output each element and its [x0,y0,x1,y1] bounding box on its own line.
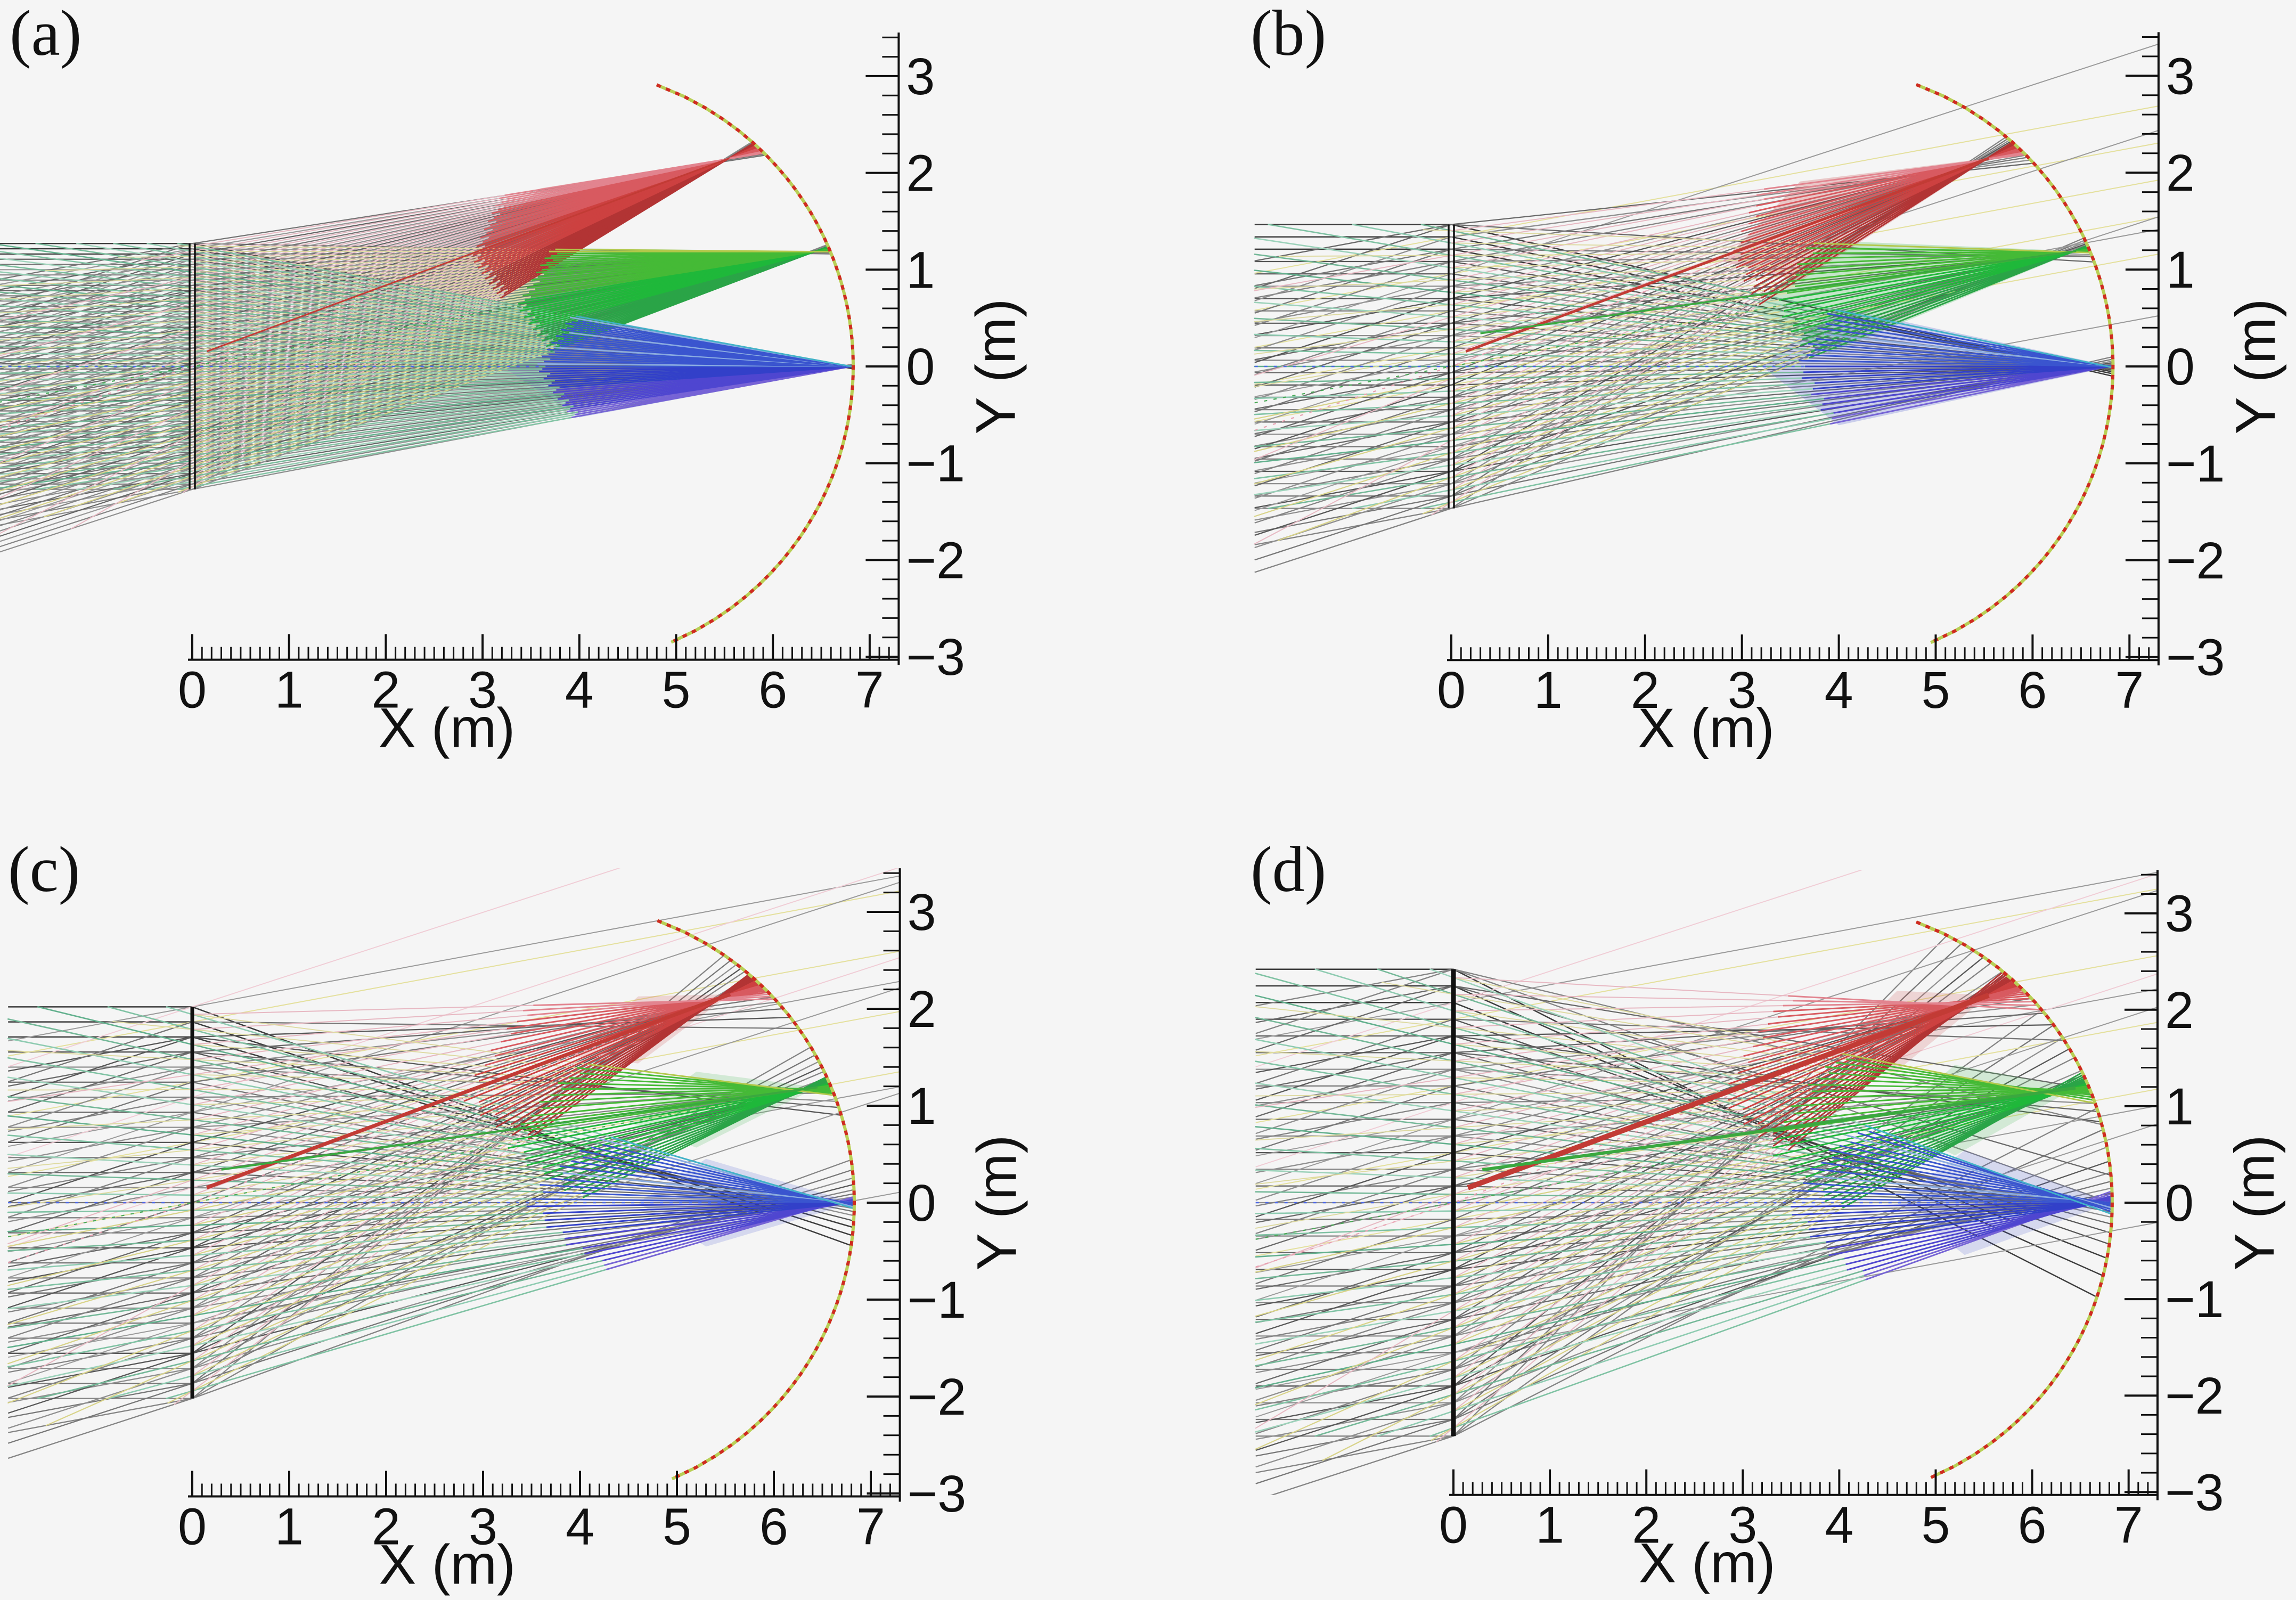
svg-text:−2: −2 [908,1368,967,1426]
svg-text:3: 3 [468,661,497,719]
svg-text:0: 0 [908,1174,936,1232]
svg-text:0: 0 [178,1498,207,1556]
svg-text:2: 2 [908,980,936,1038]
svg-text:3: 3 [906,47,935,105]
svg-text:(b): (b) [1251,0,1326,69]
svg-text:2: 2 [2166,144,2195,202]
svg-text:2: 2 [372,1498,401,1556]
svg-text:2: 2 [2165,981,2194,1039]
svg-text:1: 1 [2165,1077,2194,1136]
svg-text:3: 3 [1728,661,1756,719]
svg-text:0: 0 [2166,338,2195,396]
svg-text:1: 1 [908,1077,936,1135]
svg-text:5: 5 [662,661,691,719]
svg-text:X (m): X (m) [1639,1532,1776,1595]
svg-text:−3: −3 [2165,1463,2224,1521]
svg-text:Y (m): Y (m) [2225,299,2287,435]
svg-text:1: 1 [1535,1496,1564,1554]
svg-text:0: 0 [1437,661,1466,719]
svg-text:6: 6 [2018,661,2047,719]
svg-text:Y (m): Y (m) [2224,1135,2286,1271]
svg-text:5: 5 [1922,661,1950,719]
svg-text:4: 4 [565,661,594,719]
svg-text:6: 6 [759,1498,788,1556]
svg-text:(c): (c) [8,834,80,905]
svg-text:Y (m): Y (m) [965,299,1027,435]
svg-text:4: 4 [566,1498,594,1556]
svg-text:0: 0 [1439,1496,1468,1554]
svg-text:7: 7 [2114,1496,2143,1554]
svg-text:(d): (d) [1251,834,1326,905]
svg-text:5: 5 [1922,1496,1950,1554]
svg-text:3: 3 [1728,1496,1757,1554]
svg-text:7: 7 [855,661,884,719]
svg-text:−1: −1 [2165,1270,2224,1328]
svg-text:3: 3 [908,883,936,941]
svg-text:1: 1 [275,661,304,719]
svg-text:−2: −2 [2166,532,2225,590]
svg-text:6: 6 [2018,1496,2047,1554]
svg-text:0: 0 [2165,1174,2194,1232]
svg-text:−3: −3 [2166,628,2225,687]
svg-text:1: 1 [906,241,935,299]
svg-text:0: 0 [906,338,935,396]
svg-text:Y (m): Y (m) [966,1135,1028,1271]
svg-text:−3: −3 [906,628,965,686]
svg-text:5: 5 [663,1498,691,1556]
svg-text:6: 6 [758,661,787,719]
svg-text:4: 4 [1825,661,1853,719]
svg-text:2: 2 [371,661,400,719]
svg-text:2: 2 [1631,661,1660,719]
svg-text:3: 3 [469,1498,497,1556]
svg-text:2: 2 [906,144,935,202]
svg-text:2: 2 [1632,1496,1661,1554]
svg-text:4: 4 [1825,1496,1853,1554]
svg-text:0: 0 [178,661,207,719]
svg-text:1: 1 [1534,661,1563,719]
svg-text:−3: −3 [908,1465,967,1523]
svg-text:−2: −2 [906,531,965,589]
svg-text:1: 1 [275,1498,304,1556]
svg-text:(a): (a) [10,0,81,69]
svg-text:3: 3 [2165,885,2194,943]
svg-text:3: 3 [2166,47,2195,105]
svg-text:−1: −1 [906,435,965,493]
svg-text:X (m): X (m) [1638,697,1775,760]
svg-text:−2: −2 [2165,1367,2224,1425]
svg-text:−1: −1 [2166,435,2225,493]
svg-text:X (m): X (m) [379,1534,516,1596]
svg-text:7: 7 [2115,661,2144,719]
svg-text:−1: −1 [908,1271,967,1329]
svg-text:1: 1 [2166,241,2195,299]
svg-text:7: 7 [856,1498,885,1556]
svg-text:X (m): X (m) [379,697,516,760]
